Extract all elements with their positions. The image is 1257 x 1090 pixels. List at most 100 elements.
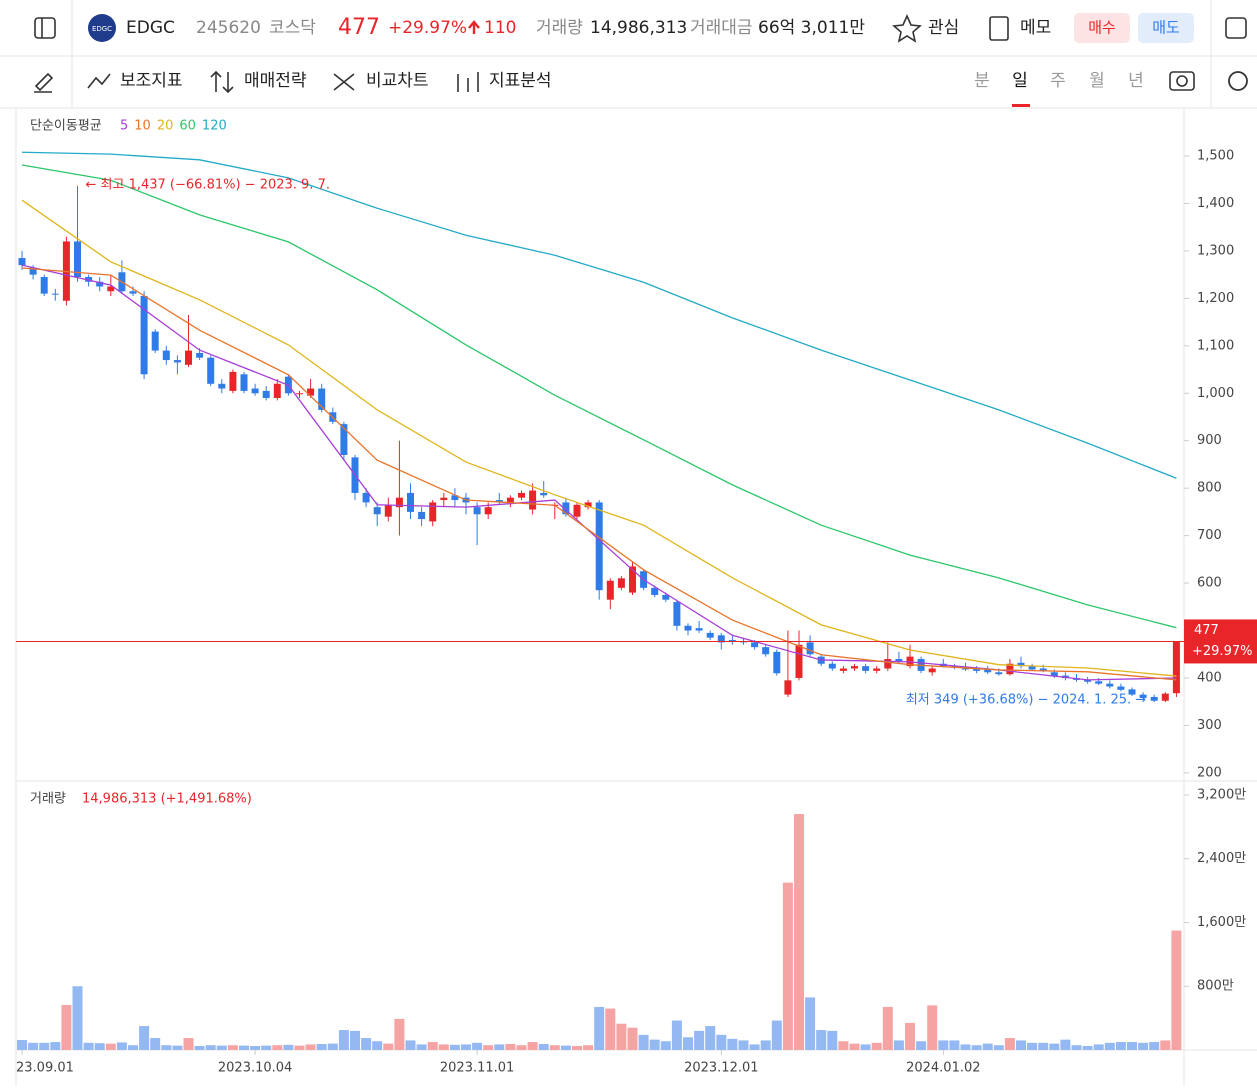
volume-bar	[283, 1044, 294, 1050]
volume-bar	[982, 1043, 993, 1050]
candle-body	[262, 390, 270, 399]
candle-body	[418, 511, 426, 520]
analysis-icon[interactable]	[457, 72, 479, 92]
candle-body	[895, 659, 903, 662]
volume-bar	[83, 1042, 94, 1050]
y-tick-label: 1,100	[1197, 338, 1234, 353]
volume-bar	[805, 997, 816, 1050]
volume-bar	[416, 1044, 427, 1050]
x-tick-label: 23.09.01	[16, 1061, 74, 1076]
compare-icon[interactable]	[333, 73, 355, 91]
volume-bar	[905, 1022, 915, 1050]
y-tick-label: 1,300	[1197, 243, 1234, 258]
volume-bar	[338, 1030, 349, 1050]
volume-bar	[1060, 1039, 1071, 1050]
period-underline	[1012, 104, 1030, 107]
memo[interactable]: 메모	[1020, 18, 1051, 38]
candle-body	[85, 277, 93, 282]
period[interactable]: 일	[1012, 71, 1028, 91]
period[interactable]: 주	[1050, 71, 1066, 91]
sell[interactable]: 매도	[1152, 19, 1180, 37]
volume-bar	[1127, 1042, 1137, 1050]
volume-label: 거래량	[536, 18, 583, 38]
amount-label: 거래대금	[690, 18, 753, 38]
volume-bar	[827, 1030, 838, 1050]
candle-body	[196, 352, 204, 358]
strategy-icon[interactable]	[210, 70, 234, 94]
period[interactable]: 월	[1089, 71, 1105, 91]
volume-bar	[605, 1008, 616, 1050]
candle-body	[762, 647, 770, 655]
camera-icon[interactable]	[1169, 71, 1195, 91]
candle-body	[384, 504, 392, 517]
candle-body	[606, 580, 614, 600]
toolbar-item[interactable]: 지표분석	[489, 71, 552, 91]
candle-body	[484, 507, 492, 515]
volume-bar	[949, 1040, 960, 1050]
buy[interactable]: 매수	[1088, 19, 1116, 37]
candle-body	[862, 666, 870, 671]
toolbar-item[interactable]: 매매전략	[244, 71, 307, 91]
volume-bar	[1171, 930, 1182, 1050]
watch[interactable]: 관심	[928, 18, 959, 38]
star-icon[interactable]	[892, 14, 922, 43]
volume-bar	[1149, 1042, 1160, 1050]
volume-bar	[505, 1044, 516, 1050]
candle-body	[695, 628, 703, 631]
volume-bar	[649, 1039, 660, 1050]
candle-body	[706, 632, 714, 638]
candle-body	[1172, 641, 1180, 694]
toolbar-item[interactable]: 보조지표	[120, 71, 183, 91]
sidebar-icon[interactable]	[34, 17, 56, 39]
indicator-icon[interactable]	[87, 73, 111, 89]
draw-icon[interactable]	[34, 72, 54, 93]
toolbar-item[interactable]: 비교차트	[366, 71, 429, 91]
y-tick-label: 400	[1197, 670, 1222, 685]
settings-icon[interactable]	[1228, 71, 1248, 91]
candle-body	[140, 296, 148, 375]
candle-body	[573, 504, 581, 517]
sell-button[interactable]	[1138, 13, 1194, 43]
volume-bar	[1027, 1042, 1038, 1050]
candle-body	[51, 293, 59, 295]
candle-body	[795, 644, 803, 678]
volume-bar	[616, 1023, 627, 1050]
candle-body	[74, 241, 81, 278]
volume-bar	[250, 1046, 261, 1050]
candle-body	[495, 500, 503, 503]
stock-name: EDGC	[126, 18, 175, 38]
candle-body	[728, 640, 736, 642]
volume-bar	[860, 1044, 871, 1050]
panel-icon[interactable]	[1225, 17, 1247, 39]
camera-icon	[1176, 75, 1188, 87]
period[interactable]: 분	[974, 71, 990, 91]
candle-body	[162, 350, 170, 361]
candle-body	[29, 267, 37, 275]
volume-bar	[738, 1040, 749, 1050]
ma-line	[21, 199, 1177, 677]
candle-body	[884, 659, 892, 669]
candle-body	[1150, 696, 1158, 701]
price-box-change: +29.97%	[1192, 644, 1252, 659]
volume-bar	[150, 1038, 161, 1050]
buy-button[interactable]	[1074, 13, 1130, 43]
volume-bar	[971, 1045, 982, 1050]
volume-bar	[1138, 1042, 1149, 1050]
volume-bar	[194, 1046, 205, 1050]
volume-bar	[261, 1045, 272, 1050]
candle-body	[251, 388, 259, 394]
volume-bar	[671, 1020, 682, 1050]
volume-bar	[483, 1045, 494, 1050]
volume-bar	[372, 1041, 383, 1050]
x-tick-label: 2023.12.01	[684, 1061, 758, 1076]
memo-icon[interactable]	[989, 16, 1009, 41]
volume-bar	[39, 1042, 50, 1050]
candle-body	[873, 668, 881, 671]
volume-bar	[327, 1043, 338, 1050]
period[interactable]: 년	[1128, 71, 1144, 91]
volume-bar	[893, 1040, 904, 1050]
candle-body	[440, 497, 448, 501]
volume-bar	[61, 1004, 72, 1050]
candle-body	[851, 666, 858, 669]
